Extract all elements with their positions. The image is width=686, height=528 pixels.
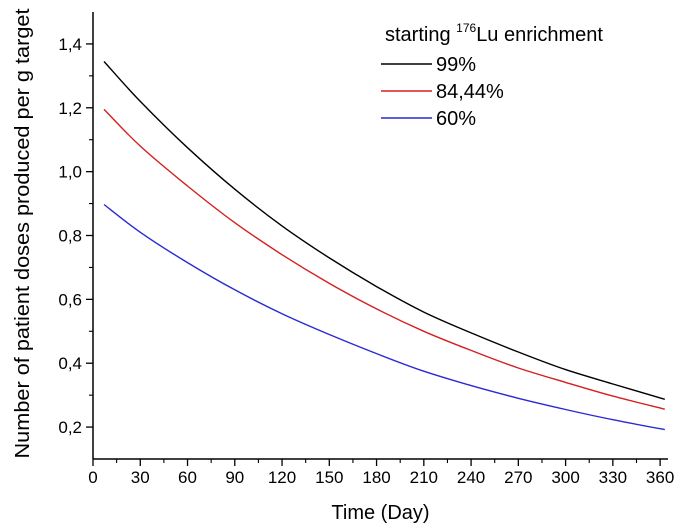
series-line <box>103 203 665 431</box>
legend-title-superscript: 176 <box>456 21 476 35</box>
legend-label: 84,44% <box>436 81 504 103</box>
legend-label: 60% <box>436 108 476 130</box>
y-axis-title: Number of patient doses produced per g t… <box>12 8 34 458</box>
x-tick-label: 90 <box>225 468 244 487</box>
x-tick-label: 270 <box>504 468 532 487</box>
legend-title: starting 176Lu enrichment <box>385 21 603 46</box>
x-tick-label: 210 <box>410 468 438 487</box>
x-tick-label: 180 <box>362 468 390 487</box>
y-tick-label: 1,0 <box>58 163 82 182</box>
series-lines <box>103 61 666 431</box>
y-tick-label: 0,2 <box>58 418 82 437</box>
x-tick-label: 300 <box>551 468 579 487</box>
y-tick-label: 0,6 <box>58 290 82 309</box>
y-tick-label: 1,2 <box>58 99 82 118</box>
x-tick-label: 360 <box>646 468 674 487</box>
x-tick-label: 240 <box>457 468 485 487</box>
y-tick-label: 1,4 <box>58 35 82 54</box>
legend-title-prefix: starting <box>385 24 456 46</box>
legend-title-suffix: Lu enrichment <box>476 24 603 46</box>
legend-label: 99% <box>436 54 476 76</box>
y-tick-label: 0,8 <box>58 227 82 246</box>
y-tick-label: 0,4 <box>58 354 82 373</box>
x-tick-label: 60 <box>178 468 197 487</box>
series-line <box>103 61 666 400</box>
series-line <box>103 108 665 410</box>
x-tick-label: 0 <box>88 468 97 487</box>
x-tick-label: 120 <box>268 468 296 487</box>
x-axis-title: Time (Day) <box>331 502 429 524</box>
axes <box>92 12 668 460</box>
x-tick-label: 330 <box>599 468 627 487</box>
x-tick-label: 150 <box>315 468 343 487</box>
x-ticks: 0 30 60 90 120 150 180 210 240 270 300 330 360 <box>88 459 674 487</box>
legend: starting 176Lu enrichment 99% 84,44% 60% <box>381 21 603 130</box>
legend-items: 99% 84,44% 60% <box>381 54 504 130</box>
x-tick-label: 30 <box>131 468 150 487</box>
y-ticks: 0,2 0,4 0,6 0,8 1,0 1,2 1,4 <box>58 35 93 437</box>
